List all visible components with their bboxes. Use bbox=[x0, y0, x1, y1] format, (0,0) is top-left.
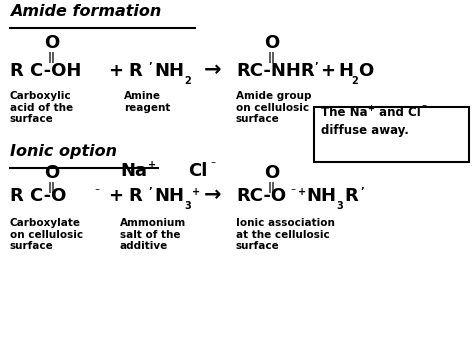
Text: R C-OH: R C-OH bbox=[10, 62, 82, 80]
Text: RC-O: RC-O bbox=[236, 187, 286, 205]
Text: NH: NH bbox=[154, 187, 184, 205]
Text: Cl: Cl bbox=[188, 162, 207, 180]
Text: RC-NHR: RC-NHR bbox=[236, 62, 315, 80]
Text: ’: ’ bbox=[360, 187, 364, 197]
Text: H: H bbox=[338, 62, 353, 80]
Text: →: → bbox=[204, 60, 221, 80]
Text: O: O bbox=[264, 34, 280, 52]
Text: +: + bbox=[320, 62, 335, 80]
Text: R C-O: R C-O bbox=[10, 187, 66, 205]
Text: NH: NH bbox=[154, 62, 184, 80]
Text: +: + bbox=[108, 187, 123, 205]
Text: R: R bbox=[128, 187, 142, 205]
Text: 2: 2 bbox=[351, 76, 358, 86]
Text: O: O bbox=[45, 164, 60, 182]
Text: ||: || bbox=[48, 52, 56, 63]
Text: 3: 3 bbox=[184, 201, 191, 211]
Text: Ionic option: Ionic option bbox=[10, 144, 117, 159]
Text: Amide formation: Amide formation bbox=[10, 4, 161, 19]
Text: O: O bbox=[264, 164, 280, 182]
Text: ⁻: ⁻ bbox=[94, 187, 99, 197]
Text: ’: ’ bbox=[314, 62, 318, 72]
Text: ⁻: ⁻ bbox=[290, 187, 295, 197]
FancyBboxPatch shape bbox=[314, 107, 469, 162]
Text: Amide group
on cellulosic
surface: Amide group on cellulosic surface bbox=[236, 91, 311, 124]
Text: +: + bbox=[192, 187, 200, 197]
Text: ||: || bbox=[268, 182, 276, 193]
Text: +: + bbox=[148, 160, 156, 170]
Text: Ionic association
at the cellulosic
surface: Ionic association at the cellulosic surf… bbox=[236, 218, 335, 251]
Text: ⁻: ⁻ bbox=[421, 103, 426, 113]
Text: ⁻: ⁻ bbox=[210, 160, 215, 170]
Text: +: + bbox=[108, 62, 123, 80]
Text: R: R bbox=[344, 187, 358, 205]
Text: →: → bbox=[204, 185, 221, 205]
Text: Ammonium
salt of the
additive: Ammonium salt of the additive bbox=[120, 218, 186, 251]
Text: O: O bbox=[358, 62, 373, 80]
Text: O: O bbox=[45, 34, 60, 52]
Text: R: R bbox=[128, 62, 142, 80]
Text: 3: 3 bbox=[336, 201, 343, 211]
Text: ’: ’ bbox=[148, 62, 152, 72]
Text: ’: ’ bbox=[148, 187, 152, 197]
Text: diffuse away.: diffuse away. bbox=[321, 124, 409, 137]
Text: and Cl: and Cl bbox=[375, 106, 421, 119]
Text: Carboxylic
acid of the
surface: Carboxylic acid of the surface bbox=[10, 91, 73, 124]
Text: NH: NH bbox=[306, 187, 336, 205]
Text: Na: Na bbox=[120, 162, 147, 180]
Text: ||: || bbox=[48, 182, 56, 193]
Text: ||: || bbox=[268, 52, 276, 63]
Text: +: + bbox=[367, 104, 374, 113]
Text: +: + bbox=[298, 187, 306, 197]
Text: 2: 2 bbox=[184, 76, 191, 86]
Text: The Na: The Na bbox=[321, 106, 368, 119]
Text: Carboxylate
on cellulosic
surface: Carboxylate on cellulosic surface bbox=[10, 218, 83, 251]
Text: Amine
reagent: Amine reagent bbox=[124, 91, 170, 112]
